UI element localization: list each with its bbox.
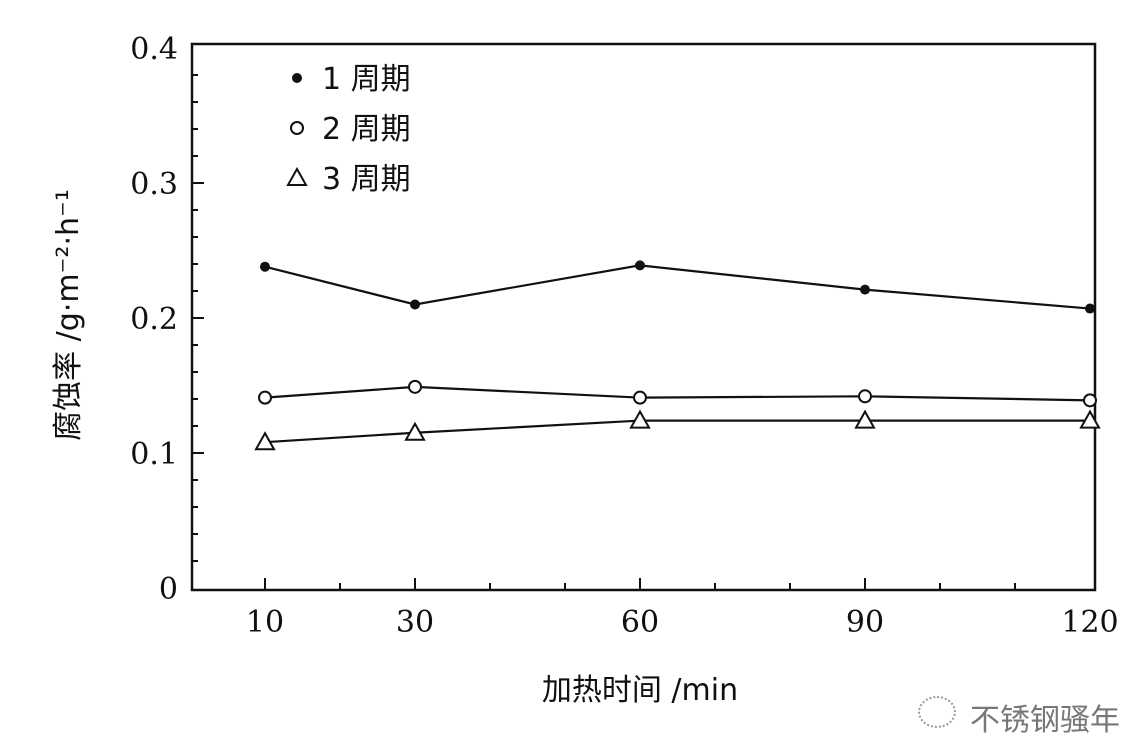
x-tick-label: 90: [846, 605, 884, 640]
data-point-s2: [1083, 393, 1097, 408]
y-tick-label: 0.4: [130, 32, 178, 67]
x-tick-label: 120: [1061, 605, 1118, 640]
y-tick-label: 0.3: [130, 167, 178, 202]
data-point-s1: [260, 261, 270, 272]
data-point-s3: [1079, 409, 1101, 429]
legend-label-3: 3 周期: [322, 162, 411, 197]
data-point-s2: [258, 390, 272, 405]
y-tick-label: 0: [159, 572, 178, 607]
y-axis-label: 腐蚀率 /g·m⁻²·h⁻¹: [51, 189, 86, 441]
data-point-s2: [858, 389, 872, 404]
data-point-s2: [633, 390, 647, 405]
x-tick-label: 30: [396, 605, 434, 640]
data-point-s1: [635, 260, 645, 271]
x-tick-label: 60: [621, 605, 659, 640]
x-tick-label: 10: [246, 605, 284, 640]
legend-marker-3: [286, 166, 308, 186]
watermark: 不锈钢骚年: [970, 703, 1120, 738]
series-line-1: [264, 264, 1091, 310]
data-point-s1: [1085, 303, 1095, 314]
x-axis-label: 加热时间 /min: [542, 673, 738, 708]
y-tick-label: 0.2: [130, 302, 178, 337]
legend-label-1: 1 周期: [322, 62, 411, 97]
wechat-icon: [918, 696, 956, 728]
legend-label-2: 2 周期: [322, 112, 411, 147]
y-tick-label: 0.1: [130, 437, 178, 472]
series-line-2: [264, 385, 1091, 402]
data-point-s3: [629, 409, 651, 429]
data-point-s3: [404, 421, 426, 441]
data-point-s3: [254, 431, 276, 451]
data-point-s1: [860, 284, 870, 295]
data-point-s1: [410, 299, 420, 310]
legend-marker-2: [290, 121, 304, 135]
legend-marker-1: [292, 73, 302, 83]
data-point-s2: [408, 379, 422, 394]
data-point-s3: [854, 409, 876, 429]
series-line-3: [264, 419, 1090, 444]
